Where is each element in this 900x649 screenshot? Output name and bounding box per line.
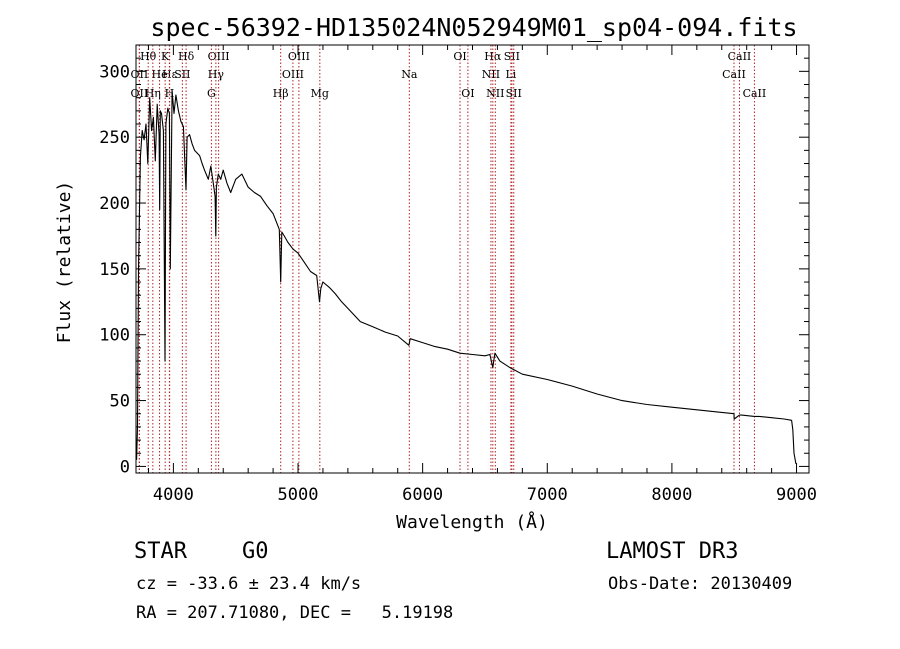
redshift-readout: cz = -33.6 ± 23.4 km/s bbox=[136, 574, 362, 594]
line-label: Na bbox=[401, 68, 418, 81]
y-tick-label: 0 bbox=[120, 457, 130, 477]
chart-title: spec-56392-HD135024N052949M01_sp04-094.f… bbox=[150, 13, 797, 42]
line-label: CaII bbox=[722, 68, 746, 81]
line-label: Hβ bbox=[273, 87, 289, 100]
plot-frame bbox=[135, 44, 810, 474]
line-label: H bbox=[165, 87, 175, 100]
line-label: CaII bbox=[743, 87, 767, 100]
x-tick-label: 5000 bbox=[278, 485, 319, 505]
line-label: SII bbox=[506, 87, 522, 100]
x-tick-label: 4000 bbox=[153, 485, 194, 505]
line-label: NII bbox=[482, 68, 500, 81]
axes: 4000 5000 6000 7000 8000 9000 0 50 100 150 200 250 3… bbox=[99, 45, 817, 505]
y-tick-label: 200 bbox=[99, 194, 130, 214]
survey-name: LAMOST DR3 bbox=[606, 539, 739, 564]
line-label: Hγ bbox=[208, 68, 225, 81]
coordinates-readout: RA = 207.71080, DEC = 5.19198 bbox=[136, 603, 454, 623]
y-tick-label: 100 bbox=[99, 326, 130, 346]
object-class: STAR bbox=[134, 539, 187, 564]
spectral-subclass: G0 bbox=[242, 539, 269, 564]
x-tick-label: 7000 bbox=[527, 485, 568, 505]
line-label: NII bbox=[486, 87, 504, 100]
line-label: K bbox=[161, 50, 170, 63]
line-label: OI bbox=[453, 50, 466, 63]
line-label: OIII bbox=[282, 68, 304, 81]
line-label: CaII bbox=[728, 50, 752, 63]
y-tick-label: 300 bbox=[99, 62, 130, 82]
line-label: G bbox=[207, 87, 216, 100]
x-axis-label: Wavelength (Å) bbox=[396, 511, 548, 533]
line-label: SII bbox=[504, 50, 520, 63]
line-label: He bbox=[152, 68, 168, 81]
line-label: OI bbox=[461, 87, 474, 100]
line-label: SII bbox=[174, 68, 190, 81]
spectrum-series bbox=[136, 90, 797, 464]
line-label: OIII bbox=[208, 50, 230, 63]
line-label: Hα bbox=[484, 50, 502, 63]
line-label: Li bbox=[505, 68, 516, 81]
line-label: Hη bbox=[145, 87, 161, 100]
line-label: Mg bbox=[311, 87, 329, 100]
y-tick-label: 150 bbox=[99, 260, 130, 280]
line-label: Hδ bbox=[178, 50, 195, 63]
y-axis-label: Flux (relative) bbox=[54, 181, 75, 344]
line-label: OII bbox=[131, 87, 149, 100]
y-tick-label: 50 bbox=[110, 392, 130, 412]
observation-date: Obs-Date: 20130409 bbox=[608, 574, 793, 594]
x-tick-label: 8000 bbox=[651, 485, 692, 505]
x-tick-label: 6000 bbox=[402, 485, 443, 505]
x-tick-label: 9000 bbox=[776, 485, 817, 505]
flux-series-line bbox=[136, 90, 797, 464]
line-label: Hθ bbox=[140, 50, 157, 63]
line-label: OIII bbox=[288, 50, 310, 63]
y-tick-label: 250 bbox=[99, 128, 130, 148]
